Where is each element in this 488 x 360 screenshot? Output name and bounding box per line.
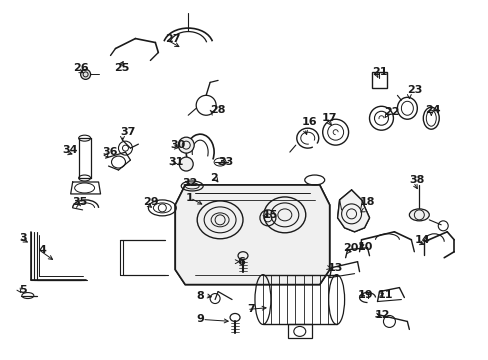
Text: 9: 9 bbox=[196, 314, 203, 324]
Text: 19: 19 bbox=[357, 289, 372, 300]
Text: 21: 21 bbox=[372, 67, 387, 77]
Bar bbox=[371, 72, 386, 88]
Text: 11: 11 bbox=[377, 289, 392, 300]
Text: 33: 33 bbox=[218, 157, 233, 167]
Text: 10: 10 bbox=[357, 242, 372, 252]
Text: 36: 36 bbox=[102, 147, 118, 157]
Text: 38: 38 bbox=[408, 175, 424, 185]
Text: 5: 5 bbox=[19, 284, 26, 294]
Text: 34: 34 bbox=[62, 145, 78, 155]
Circle shape bbox=[178, 137, 194, 153]
Text: 8: 8 bbox=[196, 291, 203, 301]
Text: 37: 37 bbox=[120, 127, 136, 137]
Text: 7: 7 bbox=[246, 305, 254, 315]
Circle shape bbox=[179, 157, 193, 171]
Text: 28: 28 bbox=[210, 105, 225, 115]
Text: 23: 23 bbox=[407, 85, 422, 95]
Text: 14: 14 bbox=[413, 235, 429, 245]
Text: 18: 18 bbox=[359, 197, 374, 207]
Text: 32: 32 bbox=[182, 178, 197, 188]
Text: 15: 15 bbox=[263, 210, 278, 220]
Bar bbox=[287, 324, 311, 338]
Polygon shape bbox=[337, 190, 369, 232]
Text: 24: 24 bbox=[425, 105, 440, 115]
Text: 25: 25 bbox=[114, 63, 130, 73]
Text: 2: 2 bbox=[210, 173, 218, 183]
Text: 6: 6 bbox=[237, 257, 244, 267]
Text: 20: 20 bbox=[343, 243, 358, 253]
Text: 27: 27 bbox=[165, 33, 181, 44]
Text: 26: 26 bbox=[73, 63, 88, 73]
Text: 31: 31 bbox=[168, 157, 183, 167]
Text: 3: 3 bbox=[19, 233, 26, 243]
Text: 17: 17 bbox=[321, 113, 337, 123]
Text: 4: 4 bbox=[39, 245, 46, 255]
Circle shape bbox=[81, 69, 90, 80]
Text: 29: 29 bbox=[143, 197, 159, 207]
Text: 13: 13 bbox=[327, 263, 343, 273]
Text: 35: 35 bbox=[73, 197, 88, 207]
Text: 22: 22 bbox=[384, 107, 399, 117]
Text: 30: 30 bbox=[170, 140, 185, 150]
Text: 12: 12 bbox=[374, 310, 389, 320]
Text: 16: 16 bbox=[301, 117, 317, 127]
Text: 1: 1 bbox=[185, 193, 193, 203]
Ellipse shape bbox=[408, 209, 428, 221]
Polygon shape bbox=[175, 185, 329, 285]
